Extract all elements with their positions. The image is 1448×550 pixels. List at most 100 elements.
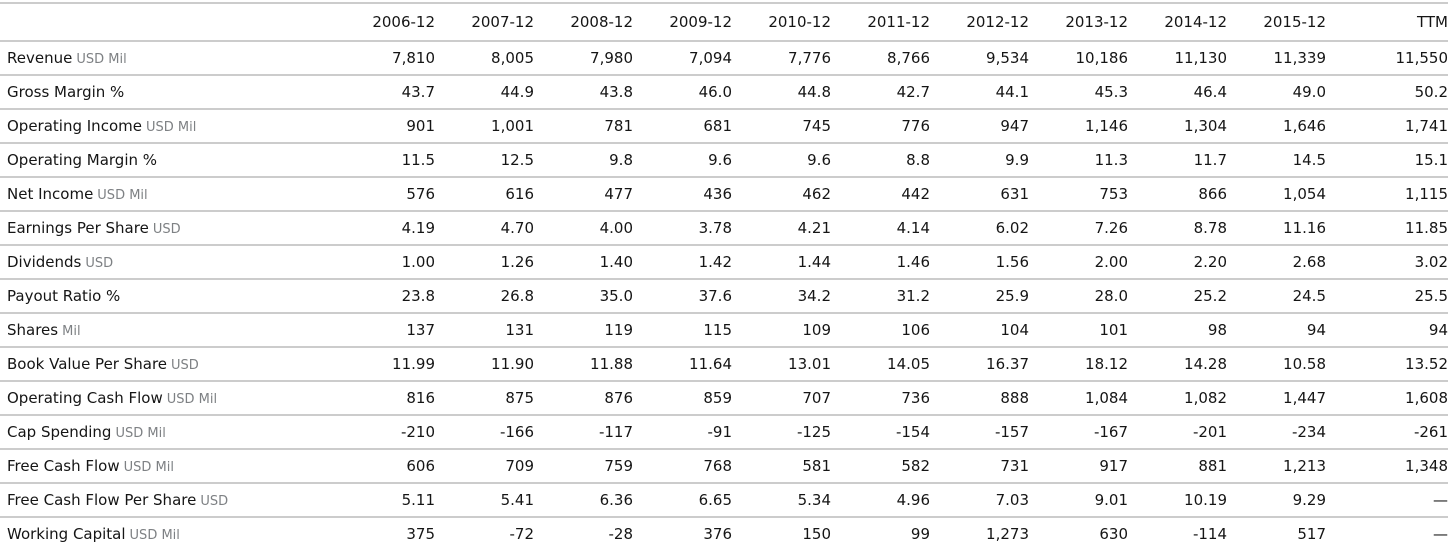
value-cell: 859 [633, 381, 732, 416]
value-cell: 94 [1326, 313, 1448, 348]
value-cell: 31.2 [831, 279, 930, 314]
value-cell: 888 [930, 381, 1029, 416]
value-cell: 776 [831, 109, 930, 144]
value-cell: -114 [1128, 517, 1227, 550]
metric-label-cell: Working Capital USD Mil [0, 517, 336, 550]
header-cell-2012-12: 2012-12 [930, 2, 1029, 42]
value-cell: 115 [633, 313, 732, 348]
value-cell: 49.0 [1227, 75, 1326, 110]
value-cell: 7,810 [336, 41, 435, 76]
value-cell: 4.21 [732, 211, 831, 246]
value-cell: 875 [435, 381, 534, 416]
value-cell: 1,001 [435, 109, 534, 144]
header-cell-2008-12: 2008-12 [534, 2, 633, 42]
value-cell: 442 [831, 177, 930, 212]
value-cell: -167 [1029, 415, 1128, 450]
value-cell: 6.02 [930, 211, 1029, 246]
table-row: Payout Ratio % 23.8 26.8 35.0 37.6 34.2 31.2 25… [0, 279, 1448, 314]
value-cell: 581 [732, 449, 831, 484]
value-cell: 43.8 [534, 75, 633, 110]
metric-name: Revenue [7, 49, 73, 67]
table-row: Operating Income USD Mil 901 1,001 781 681 745… [0, 109, 1448, 144]
value-cell: 709 [435, 449, 534, 484]
metric-unit: USD [152, 222, 181, 237]
metric-label-cell: Operating Margin % [0, 143, 336, 178]
metric-name: Shares [7, 321, 59, 339]
value-cell: — [1326, 483, 1448, 518]
metric-label-cell: Dividends USD [0, 245, 336, 280]
value-cell: 6.65 [633, 483, 732, 518]
metric-unit: USD Mil [97, 188, 148, 203]
value-cell: -91 [633, 415, 732, 450]
table-row: Dividends USD 1.00 1.26 1.40 1.42 1.44 1.46 1.56… [0, 245, 1448, 280]
value-cell: 14.28 [1128, 347, 1227, 382]
table-row: Gross Margin % 43.7 44.9 43.8 46.0 44.8 42.7 44… [0, 75, 1448, 110]
value-cell: 3.78 [633, 211, 732, 246]
metric-label-cell: Payout Ratio % [0, 279, 336, 314]
metric-unit: USD [200, 494, 229, 509]
value-cell: 9,534 [930, 41, 1029, 76]
value-cell: 6.36 [534, 483, 633, 518]
table-row: Book Value Per Share USD 11.99 11.90 11.88 11… [0, 347, 1448, 382]
value-cell: 1,084 [1029, 381, 1128, 416]
value-cell: 7,980 [534, 41, 633, 76]
value-cell: 46.0 [633, 75, 732, 110]
value-cell: 753 [1029, 177, 1128, 212]
value-cell: 5.41 [435, 483, 534, 518]
header-cell-2006-12: 2006-12 [336, 2, 435, 42]
value-cell: 9.29 [1227, 483, 1326, 518]
value-cell: 1.40 [534, 245, 633, 280]
value-cell: 517 [1227, 517, 1326, 550]
value-cell: 109 [732, 313, 831, 348]
value-cell: 11.7 [1128, 143, 1227, 178]
value-cell: 1.42 [633, 245, 732, 280]
metric-unit: USD [171, 358, 199, 373]
table-row: Operating Margin % 11.5 12.5 9.8 9.6 9.6 8.8 9.… [0, 143, 1448, 178]
metric-unit: USD Mil [123, 460, 174, 475]
value-cell: 576 [336, 177, 435, 212]
value-cell: 9.01 [1029, 483, 1128, 518]
value-cell: -261 [1326, 415, 1448, 450]
value-cell: 436 [633, 177, 732, 212]
value-cell: 376 [633, 517, 732, 550]
value-cell: 11.64 [633, 347, 732, 382]
metric-name: Free Cash Flow Per Share [7, 491, 197, 509]
value-cell: 2.00 [1029, 245, 1128, 280]
value-cell: 9.8 [534, 143, 633, 178]
value-cell: 4.00 [534, 211, 633, 246]
value-cell: 10,186 [1029, 41, 1128, 76]
value-cell: 7.03 [930, 483, 1029, 518]
value-cell: 11.3 [1029, 143, 1128, 178]
metric-unit: USD [85, 256, 114, 271]
value-cell: -125 [732, 415, 831, 450]
value-cell: 4.70 [435, 211, 534, 246]
value-cell: 1,115 [1326, 177, 1448, 212]
value-cell: 24.5 [1227, 279, 1326, 314]
value-cell: -234 [1227, 415, 1326, 450]
metric-unit: USD Mil [115, 426, 166, 441]
metric-name: Cap Spending [7, 423, 112, 441]
value-cell: 5.34 [732, 483, 831, 518]
value-cell: 99 [831, 517, 930, 550]
value-cell: -201 [1128, 415, 1227, 450]
value-cell: 18.12 [1029, 347, 1128, 382]
value-cell: 681 [633, 109, 732, 144]
value-cell: 1,273 [930, 517, 1029, 550]
metric-name: Operating Cash Flow [7, 389, 163, 407]
value-cell: 14.05 [831, 347, 930, 382]
value-cell: 35.0 [534, 279, 633, 314]
value-cell: 816 [336, 381, 435, 416]
value-cell: 1,646 [1227, 109, 1326, 144]
value-cell: 150 [732, 517, 831, 550]
metric-unit: USD Mil [76, 52, 127, 67]
metric-label-cell: Free Cash Flow Per Share USD [0, 483, 336, 518]
value-cell: 7.26 [1029, 211, 1128, 246]
metric-label-cell: Book Value Per Share USD [0, 347, 336, 382]
value-cell: 1,146 [1029, 109, 1128, 144]
header-cell-ttm: TTM [1326, 2, 1448, 42]
value-cell: 45.3 [1029, 75, 1128, 110]
value-cell: 745 [732, 109, 831, 144]
metric-name: Working Capital [7, 525, 126, 543]
table-row: Free Cash Flow USD Mil 606 709 759 768 581 582 7… [0, 449, 1448, 484]
